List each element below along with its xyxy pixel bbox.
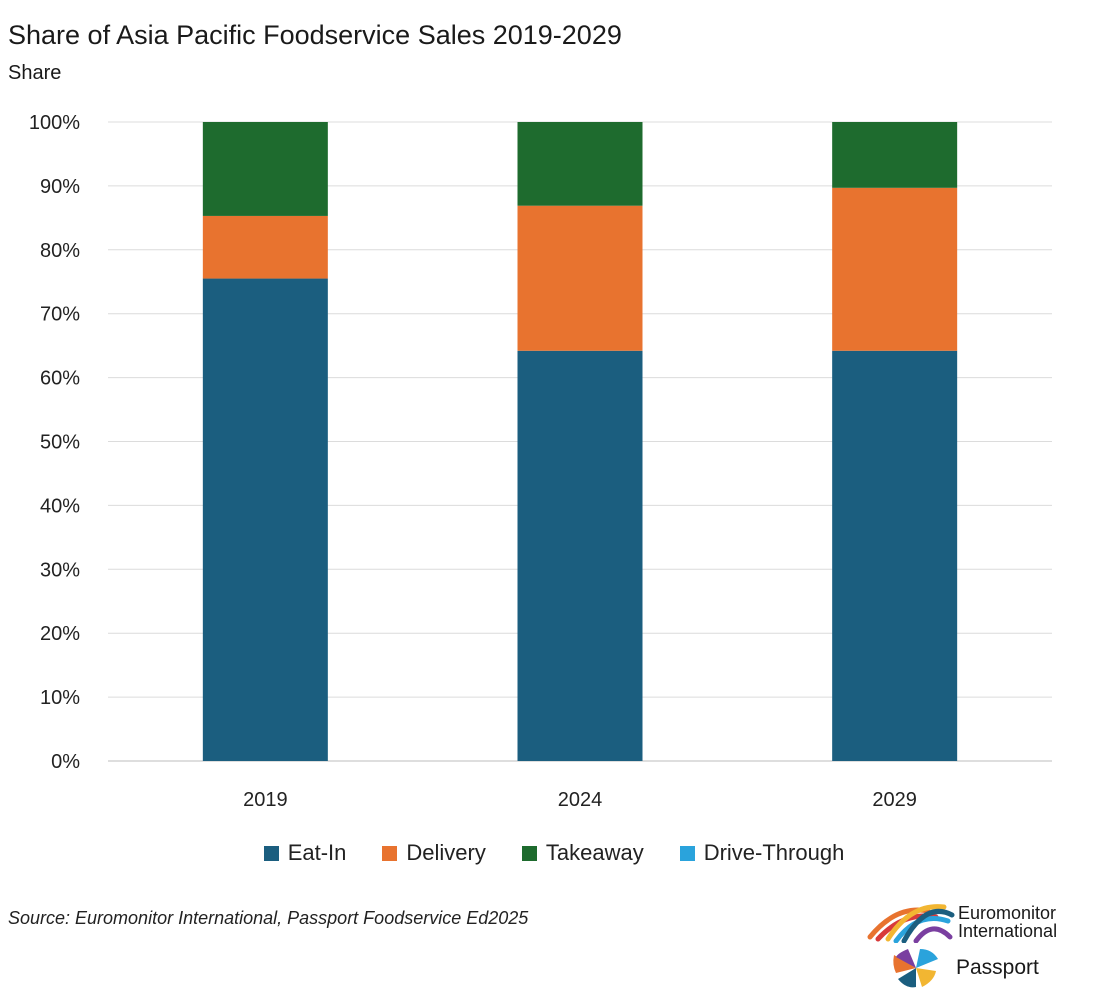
x-axis-ticks: 2019 2024 2029 (243, 789, 917, 811)
x-tick-label: 2019 (243, 789, 288, 811)
source-note: Source: Euromonitor International, Passp… (8, 908, 529, 928)
chart-subtitle: Share (8, 62, 62, 84)
bar-delivery-2029 (832, 187, 958, 351)
y-tick-label: 20% (40, 623, 80, 645)
bar-eat-in-2029 (832, 350, 958, 761)
legend-swatch (382, 845, 398, 861)
x-tick-label: 2024 (558, 789, 603, 811)
y-axis-ticks: 0% 10% 20% 30% 40% 50% 60% 70% 80% 90% 100% (29, 112, 80, 773)
bar-takeaway-2024 (517, 122, 643, 206)
legend-label: Delivery (406, 840, 486, 865)
bar-delivery-2019 (202, 215, 328, 279)
legend: Eat-In Delivery Takeaway Drive-Through (0, 840, 1108, 866)
y-tick-label: 70% (40, 304, 80, 326)
y-tick-label: 0% (51, 751, 80, 773)
euromonitor-logo (867, 904, 955, 943)
bar-delivery-2024 (517, 205, 643, 351)
y-tick-label: 50% (40, 432, 80, 454)
euromonitor-logo-line1: Euromonitor (958, 903, 1057, 923)
legend-swatch (263, 845, 279, 861)
y-tick-label: 90% (40, 176, 80, 198)
legend-item: Delivery (382, 840, 486, 866)
legend-swatch (521, 845, 537, 861)
euromonitor-logo-line2: International (958, 921, 1058, 941)
stacked-bar-chart: 0%10%20%30%40%50%60%70%80%90%100% 2019 20… (29, 112, 1052, 811)
y-tick-label: 30% (40, 559, 80, 581)
passport-logo-icon (893, 949, 938, 988)
y-tick-label: 10% (40, 687, 80, 709)
bar-takeaway-2019 (202, 122, 328, 216)
bar-eat-in-2019 (202, 278, 328, 761)
legend-label: Drive-Through (703, 840, 845, 865)
legend-swatch (679, 845, 695, 861)
legend-item: Drive-Through (679, 840, 845, 866)
legend-label: Eat-In (287, 840, 347, 865)
legend-label: Takeaway (545, 840, 644, 865)
y-tick-label: 60% (40, 368, 80, 390)
legend-item: Eat-In (263, 840, 347, 866)
passport-logo-text: Passport (956, 956, 1039, 979)
bar-takeaway-2029 (832, 122, 958, 188)
bar-eat-in-2024 (517, 350, 643, 761)
chart-title: Share of Asia Pacific Foodservice Sales … (8, 20, 622, 50)
legend-item: Takeaway (521, 840, 644, 866)
y-tick-label: 100% (29, 112, 80, 134)
y-tick-label: 40% (40, 495, 80, 517)
y-tick-label: 80% (40, 240, 80, 262)
bars (202, 122, 958, 761)
x-tick-label: 2029 (872, 789, 917, 811)
